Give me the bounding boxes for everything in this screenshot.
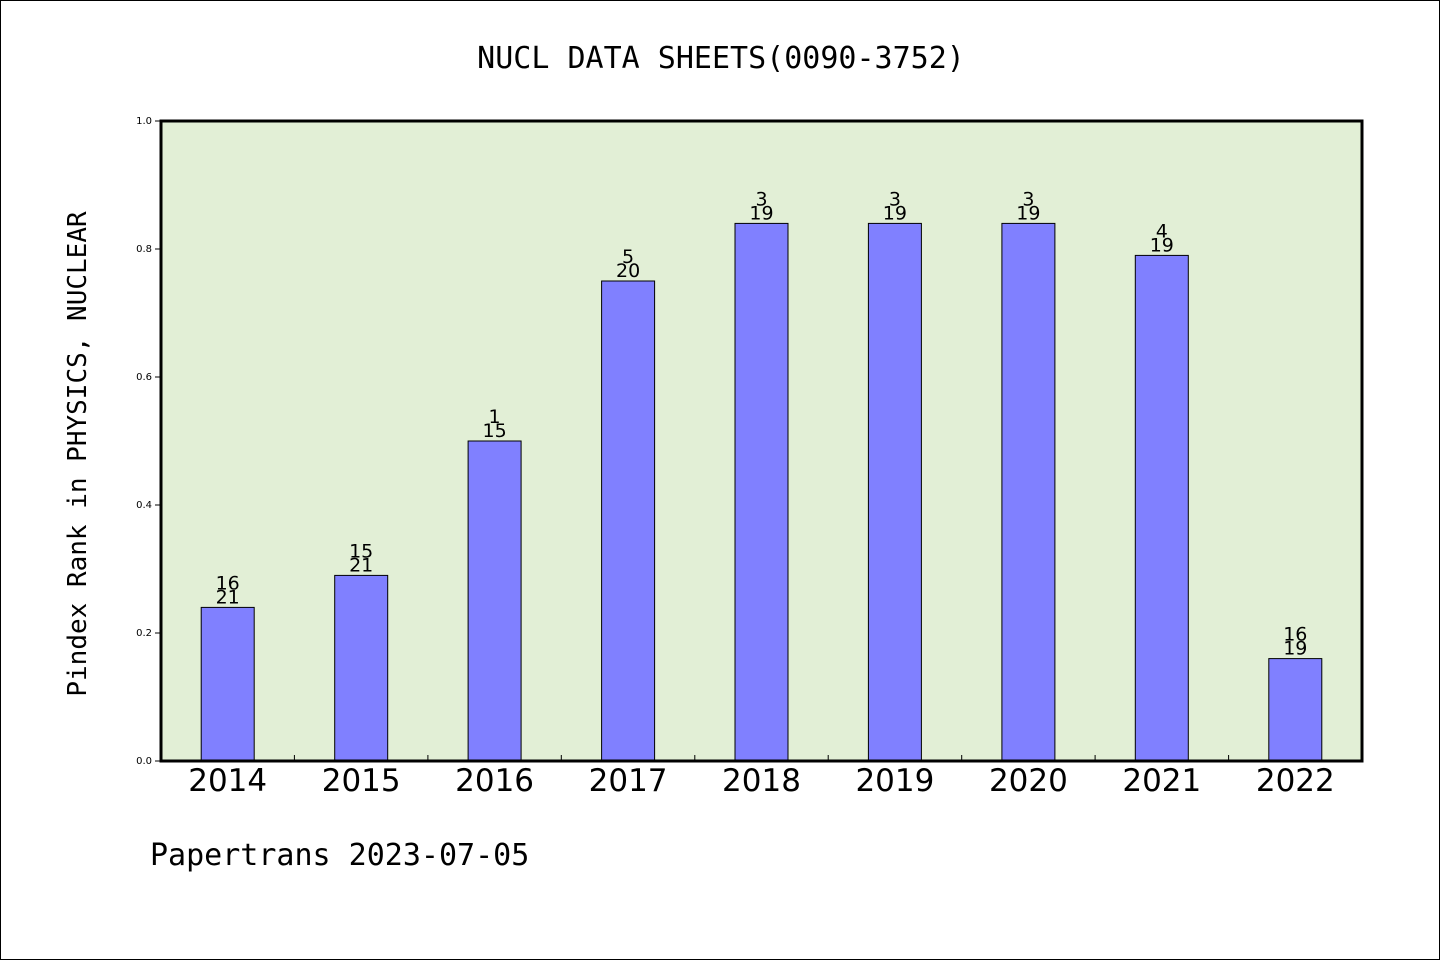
y-tick-label-4: 0.8 [136, 244, 152, 255]
rank-label-2021: 4 [1156, 220, 1168, 242]
x-tick-label-2014: 2014 [188, 763, 267, 799]
data-labels-layer: 1621201415212015115201652020173192018319… [136, 116, 1335, 799]
y-tick-label-5: 1.0 [136, 116, 152, 127]
rank-label-2015: 15 [349, 540, 373, 562]
y-tick-label-1: 0.2 [136, 628, 152, 639]
bar-2016 [467, 440, 522, 762]
bar-2015 [334, 574, 389, 762]
rank-label-2019: 3 [889, 188, 901, 210]
x-tick-label-2017: 2017 [589, 763, 668, 799]
rank-label-2022: 16 [1283, 624, 1307, 646]
bar-2019 [867, 222, 922, 762]
y-axis-label: Pindex Rank in PHYSICS, NUCLEAR [63, 211, 93, 697]
total-label-2016: 15 [483, 420, 507, 442]
x-tick-label-2016: 2016 [455, 763, 534, 799]
chart-title: NUCL DATA SHEETS(0090-3752) [477, 41, 965, 76]
total-label-2018: 19 [749, 202, 773, 224]
y-tick-label-0: 0.0 [136, 756, 152, 767]
total-label-2015: 21 [349, 554, 373, 576]
total-label-2022: 19 [1283, 638, 1307, 660]
y-tick-label-2: 0.4 [136, 500, 152, 511]
bar-2020 [1001, 222, 1056, 762]
total-label-2017: 20 [616, 260, 640, 282]
bar-2018 [734, 222, 789, 762]
rank-label-2014: 16 [216, 572, 240, 594]
rank-label-2017: 5 [622, 246, 634, 268]
x-tick-label-2020: 2020 [989, 763, 1068, 799]
total-label-2020: 19 [1016, 202, 1040, 224]
bar-2021 [1134, 254, 1189, 762]
total-label-2021: 19 [1150, 234, 1174, 256]
bar-2017 [601, 280, 656, 762]
total-label-2014: 21 [216, 586, 240, 608]
bar-2022 [1268, 658, 1323, 762]
footer-text: Papertrans 2023-07-05 [150, 838, 529, 873]
total-label-2019: 19 [883, 202, 907, 224]
x-tick-label-2019: 2019 [855, 763, 934, 799]
bar-2014 [200, 606, 255, 762]
rank-label-2020: 3 [1022, 188, 1034, 210]
x-tick-label-2021: 2021 [1122, 763, 1201, 799]
x-tick-label-2015: 2015 [322, 763, 401, 799]
x-tick-label-2022: 2022 [1256, 763, 1335, 799]
rank-label-2018: 3 [755, 188, 767, 210]
rank-label-2016: 1 [489, 406, 501, 428]
plot-border [159, 119, 1364, 763]
bars-layer [200, 222, 1323, 762]
x-tick-label-2018: 2018 [722, 763, 801, 799]
y-tick-label-3: 0.6 [136, 372, 152, 383]
